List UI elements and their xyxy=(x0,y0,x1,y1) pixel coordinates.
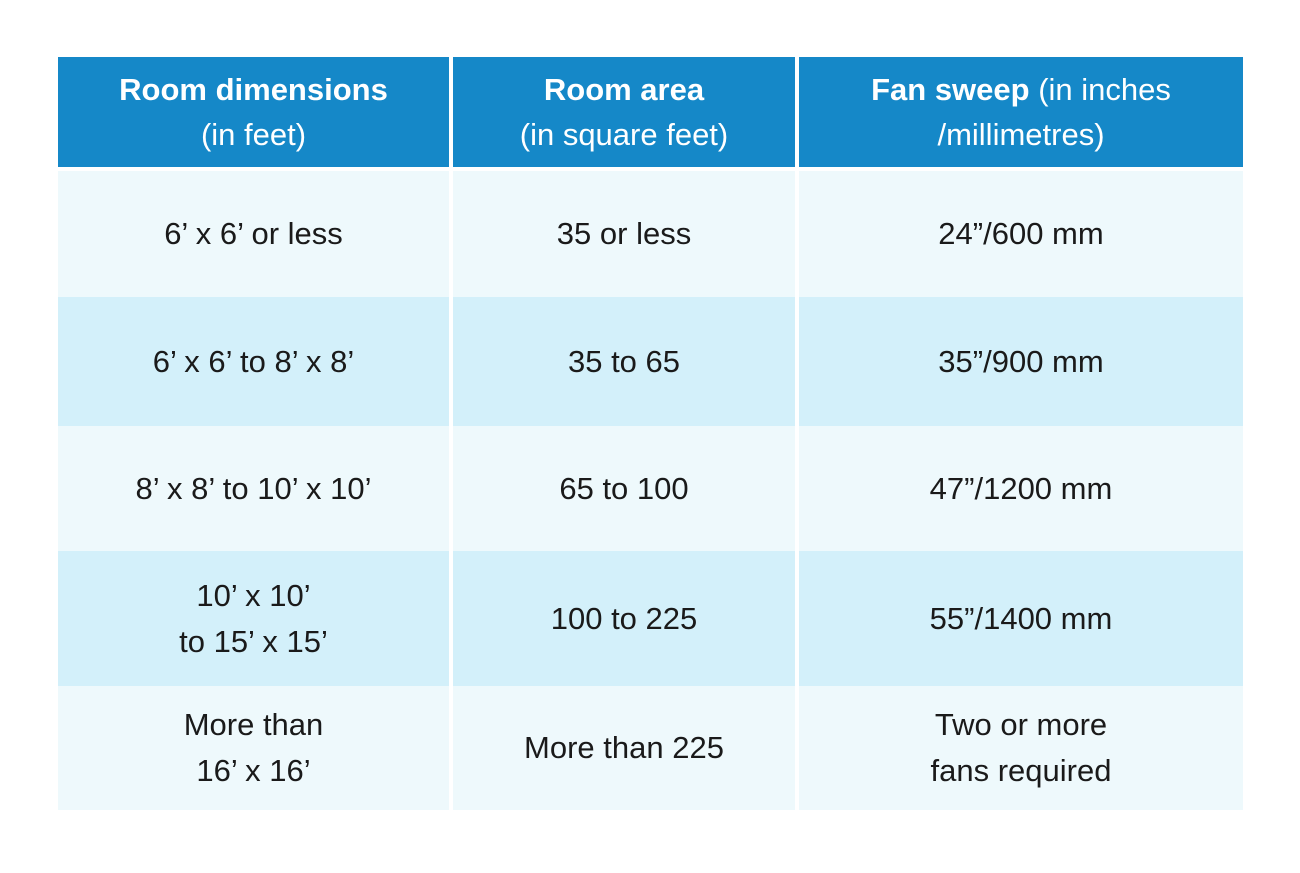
cell-room-dimensions: 10’ x 10’ to 15’ x 15’ xyxy=(58,551,449,686)
cell-fan-sweep: 47”/1200 mm xyxy=(799,426,1243,551)
cell-text: 10’ x 10’ xyxy=(196,577,311,613)
cell-text: 65 to 100 xyxy=(559,470,689,506)
cell-text: 35”/900 mm xyxy=(938,343,1104,379)
cell-text: 100 to 225 xyxy=(550,600,698,636)
cell-room-area: More than 225 xyxy=(453,686,795,810)
cell-fan-sweep: 24”/600 mm xyxy=(799,171,1243,297)
header-subtitle: /millimetres) xyxy=(937,117,1105,152)
header-line: Fan sweep (in inches xyxy=(871,67,1171,112)
cell-room-dimensions: 8’ x 8’ to 10’ x 10’ xyxy=(58,426,449,551)
header-room-dimensions: Room dimensions (in feet) xyxy=(58,57,449,171)
cell-room-area: 35 to 65 xyxy=(453,297,795,426)
cell-text: 6’ x 6’ to 8’ x 8’ xyxy=(152,343,355,379)
header-title: Room dimensions xyxy=(119,72,388,107)
cell-text: More than xyxy=(183,707,324,742)
cell-text: 55”/1400 mm xyxy=(929,600,1113,636)
cell-text: 24”/600 mm xyxy=(938,216,1104,251)
cell-text: 16’ x 16’ xyxy=(196,753,311,788)
cell-text: 35 to 65 xyxy=(567,343,681,379)
cell-fan-sweep: Two or more fans required xyxy=(799,686,1243,810)
header-fan-sweep: Fan sweep (in inches /millimetres) xyxy=(799,57,1243,171)
cell-text: Two or more xyxy=(934,707,1108,742)
cell-text: 6’ x 6’ or less xyxy=(164,216,343,251)
cell-text: fans required xyxy=(930,753,1112,788)
fan-size-table: Room dimensions (in feet) Room area (in … xyxy=(58,57,1243,810)
header-room-area: Room area (in square feet) xyxy=(453,57,795,171)
cell-room-area: 35 or less xyxy=(453,171,795,297)
cell-text: More than 225 xyxy=(524,730,724,765)
header-subtitle: (in square feet) xyxy=(519,117,729,152)
header-subtitle: (in feet) xyxy=(200,117,307,152)
cell-room-dimensions: 6’ x 6’ to 8’ x 8’ xyxy=(58,297,449,426)
cell-text: 35 or less xyxy=(556,216,692,251)
cell-room-dimensions: 6’ x 6’ or less xyxy=(58,171,449,297)
cell-fan-sweep: 35”/900 mm xyxy=(799,297,1243,426)
cell-room-area: 100 to 225 xyxy=(453,551,795,686)
cell-fan-sweep: 55”/1400 mm xyxy=(799,551,1243,686)
cell-text: 47”/1200 mm xyxy=(929,470,1113,506)
cell-room-dimensions: More than 16’ x 16’ xyxy=(58,686,449,810)
cell-room-area: 65 to 100 xyxy=(453,426,795,551)
header-title: Fan sweep xyxy=(871,72,1030,107)
cell-text: to 15’ x 15’ xyxy=(179,623,328,659)
cell-text: 8’ x 8’ to 10’ x 10’ xyxy=(135,470,372,506)
header-title: Room area xyxy=(543,72,705,107)
header-subtitle: (in inches xyxy=(1029,72,1171,107)
